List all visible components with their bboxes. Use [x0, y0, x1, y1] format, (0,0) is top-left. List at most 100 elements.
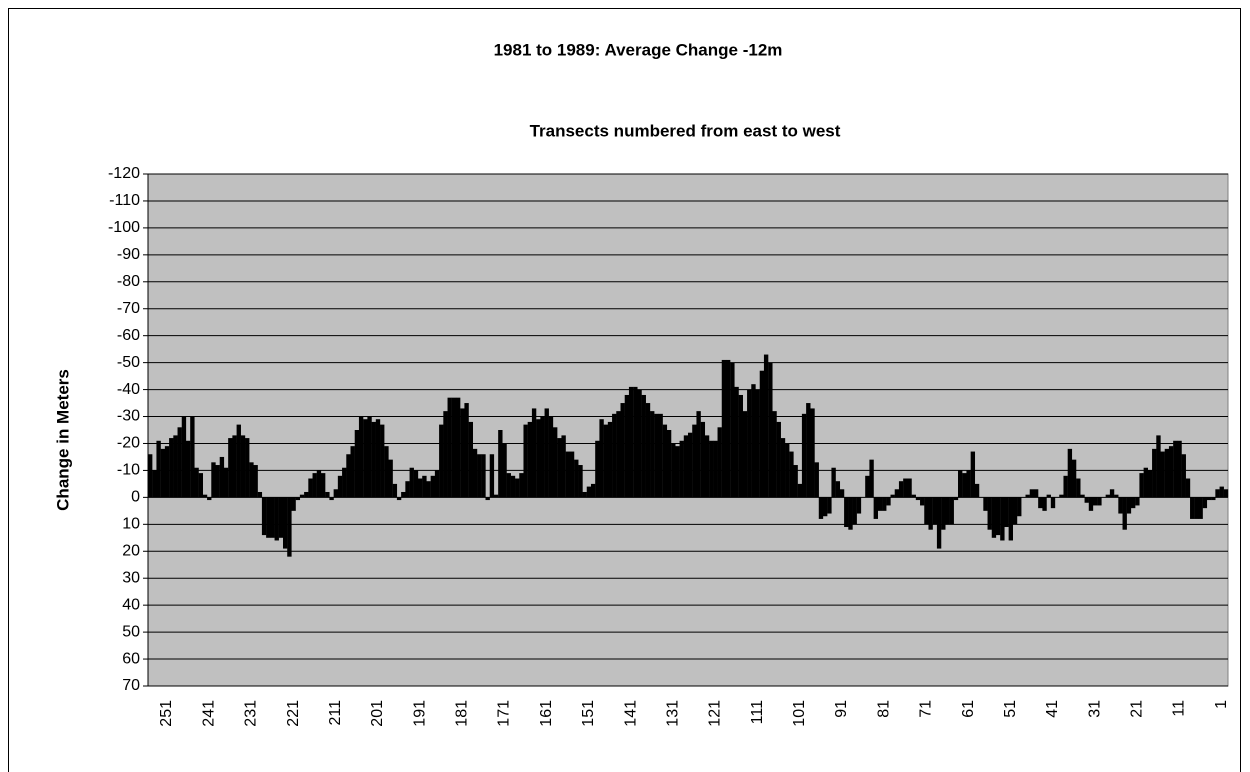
bar [894, 489, 900, 498]
bar [1076, 478, 1081, 498]
bar [709, 440, 714, 498]
bar [253, 465, 258, 498]
bar [485, 497, 490, 501]
x-tick-label: 111 [749, 700, 766, 724]
bar [278, 497, 284, 538]
bar [527, 421, 533, 498]
bar [291, 497, 296, 511]
x-tick-label: 151 [580, 700, 597, 727]
y-tick-label: -30 [117, 408, 140, 425]
bar [1215, 489, 1220, 498]
bar [1160, 451, 1165, 498]
x-tick-label: 131 [664, 700, 681, 727]
bar [747, 389, 752, 498]
bar [304, 491, 309, 498]
bar [1063, 475, 1068, 498]
bar [367, 416, 372, 498]
bar [536, 419, 541, 498]
bar [675, 446, 680, 498]
bar [970, 451, 976, 498]
bar [472, 448, 478, 498]
bar [1046, 494, 1051, 498]
x-tick-label: 121 [707, 700, 724, 727]
bar [287, 497, 292, 557]
bar [257, 491, 263, 498]
bar [818, 497, 824, 519]
bar [510, 475, 516, 498]
bar [1025, 494, 1030, 498]
bar [612, 413, 617, 498]
bar [274, 497, 279, 541]
bar [1008, 497, 1013, 541]
bar [1135, 497, 1140, 506]
bar [388, 459, 393, 498]
y-tick-label: -80 [117, 273, 140, 290]
bar [1114, 494, 1119, 498]
bar [671, 443, 676, 498]
bar [704, 435, 710, 498]
bar [759, 370, 765, 498]
bar [742, 411, 748, 498]
bar [717, 427, 722, 498]
bar [683, 435, 689, 498]
bar [401, 491, 406, 498]
bar [1156, 435, 1161, 498]
bar [1211, 497, 1216, 501]
bar [190, 416, 195, 498]
bar [835, 481, 841, 498]
bar [160, 448, 166, 498]
bar [785, 443, 790, 498]
bar [565, 451, 571, 498]
bar [308, 478, 313, 498]
bar [540, 416, 545, 498]
bar [827, 497, 832, 514]
bar [207, 497, 212, 501]
bar [211, 462, 216, 498]
bar [886, 497, 891, 506]
bar [169, 438, 174, 498]
bar [730, 362, 735, 498]
grid [143, 173, 1228, 687]
bar [1000, 497, 1005, 541]
bar [1152, 448, 1157, 498]
bar [780, 438, 786, 498]
bar [523, 424, 528, 498]
x-tick-label: 101 [791, 700, 808, 727]
bar [898, 481, 904, 498]
bar [346, 454, 351, 498]
x-tick-label: 191 [411, 700, 428, 727]
bar [645, 403, 651, 498]
y-tick-label: 30 [122, 569, 140, 586]
bar [299, 494, 305, 498]
bar [958, 470, 963, 498]
bar [755, 389, 760, 498]
bar [882, 497, 887, 511]
bar [869, 459, 874, 498]
bar [831, 467, 836, 498]
bar [223, 467, 229, 498]
bar [392, 483, 398, 498]
x-tick-label: 21 [1129, 700, 1146, 718]
bar [1130, 497, 1136, 509]
bar [493, 494, 499, 498]
bars [148, 354, 1229, 557]
bar [557, 438, 562, 498]
bar [515, 478, 520, 498]
bar [1084, 497, 1089, 503]
y-tick-label: -110 [109, 192, 140, 209]
bar [232, 435, 237, 498]
bar [637, 389, 642, 498]
bar [245, 438, 250, 498]
bar [1033, 489, 1039, 498]
bar [426, 481, 431, 498]
bar [1185, 478, 1191, 498]
bar [641, 394, 646, 498]
bar [439, 424, 444, 498]
bar [569, 451, 575, 498]
bar [1118, 497, 1123, 514]
bar [624, 394, 630, 498]
bar [553, 427, 558, 498]
bar [561, 435, 566, 498]
bar [966, 470, 971, 498]
